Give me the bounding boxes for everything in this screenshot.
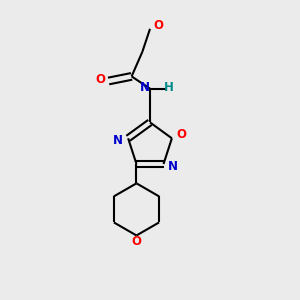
Text: O: O [154, 19, 164, 32]
Text: N: N [140, 81, 149, 94]
Text: N: N [168, 160, 178, 173]
Text: O: O [131, 235, 142, 248]
Text: N: N [113, 134, 123, 147]
Text: O: O [176, 128, 186, 141]
Text: O: O [95, 73, 105, 86]
Text: H: H [164, 81, 173, 94]
